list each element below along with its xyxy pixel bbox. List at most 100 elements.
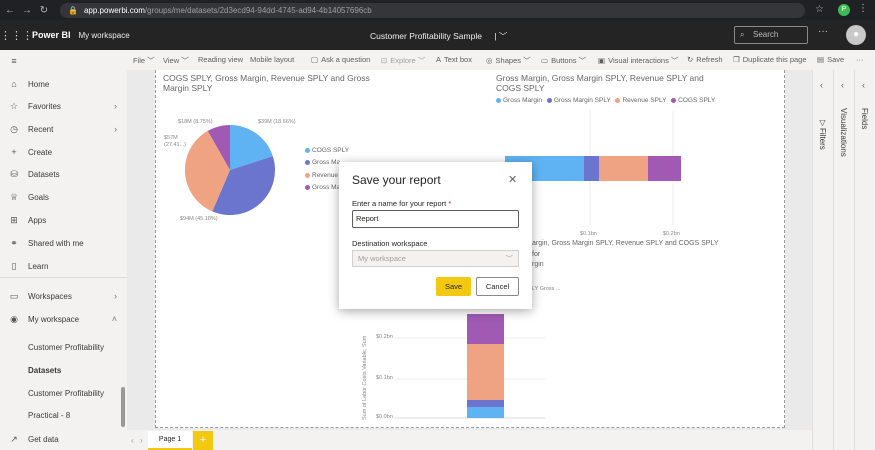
dialog-cancel-button[interactable]: Cancel (476, 277, 519, 296)
bar-x-tick: $0.2bn (663, 231, 680, 237)
nav-item-shared[interactable]: ⚭ Shared with me (0, 234, 127, 252)
pie-legend-item[interactable]: Gross Ma... (305, 184, 346, 191)
header-more-icon[interactable]: ··· (818, 26, 828, 37)
bar-segment-revenue-sply[interactable] (599, 156, 648, 181)
user-icon: ◉ (10, 313, 18, 324)
nav-collapse[interactable]: ≡ (0, 52, 127, 70)
report-title[interactable]: Customer Profitability Sample | ﹀ (370, 30, 507, 42)
bar-chart[interactable] (505, 110, 725, 230)
report-name-input[interactable]: Report (352, 210, 519, 228)
user-avatar[interactable]: ● (846, 25, 866, 45)
nav-item-recent[interactable]: ◷ Recent › (0, 120, 127, 138)
close-icon[interactable]: ✕ (508, 174, 518, 186)
nav-scrollbar[interactable] (121, 387, 125, 427)
reload-icon[interactable]: ↻ (39, 4, 49, 16)
nav-label: Workspaces (28, 291, 72, 301)
nav-item-learn[interactable]: ▯ Learn (0, 257, 127, 275)
header-workspace[interactable]: My workspace (78, 30, 130, 40)
share-icon: ⚭ (10, 237, 18, 248)
legend-label[interactable]: COGS SPLY (678, 97, 716, 104)
explore-menu[interactable]: ⊡ Explore ﹀ (381, 56, 426, 65)
brand-name[interactable]: Power BI (32, 30, 71, 40)
mobile-layout-button[interactable]: Mobile layout (250, 55, 295, 64)
legend-label[interactable]: Gross Margin SPLY (553, 97, 611, 104)
url-path: /groups/me/datasets/2d3ecd94-94dd-4745-a… (144, 6, 372, 15)
buttons-menu[interactable]: ▭ Buttons ﹀ (541, 56, 587, 65)
nav-sub-item[interactable]: Customer Profitability (28, 343, 105, 352)
chevron-right-icon: › (114, 124, 117, 134)
column-segment-gross-margin[interactable] (467, 407, 504, 418)
toolbar-more-icon[interactable]: ··· (856, 55, 864, 64)
back-icon[interactable]: ← (5, 4, 15, 16)
view-menu[interactable]: View ﹀ (163, 56, 189, 65)
nav-sub-item-active[interactable]: Datasets (28, 366, 62, 375)
app-launcher-icon[interactable]: ⋮⋮⋮ (0, 29, 33, 42)
search-box[interactable]: ⌕ Search (734, 26, 808, 44)
pie-slice-revenue-sply[interactable] (185, 130, 230, 212)
nav-item-my-workspace[interactable]: ◉ My workspace ˄ (0, 310, 127, 328)
chevron-up-icon: ˄ (111, 314, 117, 324)
pie-legend-item[interactable]: Gross Ma... (305, 159, 346, 166)
nav-sub-item[interactable]: Practical - 8 (28, 411, 71, 420)
hamburger-icon[interactable]: ≡ (11, 56, 17, 66)
next-page-icon[interactable]: › (140, 436, 143, 445)
required-mark: * (448, 199, 452, 208)
pie-legend-item[interactable]: Revenue ... (305, 172, 345, 179)
legend-label[interactable]: Revenue SPLY (622, 97, 667, 104)
nav-item-workspaces[interactable]: ▭ Workspaces › (0, 287, 127, 305)
profile-avatar[interactable]: P (838, 4, 850, 16)
nav-item-create[interactable]: + Create (0, 143, 127, 161)
column-segment-revenue-sply[interactable] (467, 344, 504, 400)
visual-interactions-menu[interactable]: ▣ Visual interactions ﹀ (598, 56, 679, 65)
refresh-button[interactable]: ↻ Refresh (687, 55, 723, 64)
bar-segment-gross-margin-sply[interactable] (584, 156, 599, 181)
shapes-label: Shapes (495, 56, 521, 65)
page-tab[interactable]: Page 1 (148, 431, 192, 450)
chevron-left-icon[interactable]: ‹ (862, 80, 865, 90)
chevron-left-icon[interactable]: ‹ (820, 80, 823, 90)
nav-item-goals[interactable]: ♕ Goals (0, 188, 127, 206)
destination-workspace-select[interactable]: My workspace ﹀ (352, 250, 519, 267)
column-segment-cogs-sply[interactable] (467, 314, 504, 344)
prev-page-icon[interactable]: ‹ (131, 436, 134, 445)
forward-icon[interactable]: → (22, 4, 32, 16)
star-icon: ☆ (9, 100, 19, 111)
nav-label: My workspace (28, 314, 80, 324)
pie-legend-item[interactable]: COGS SPLY (305, 147, 349, 154)
pie-slice-gross-margin-sply[interactable] (207, 124, 230, 170)
chevron-left-icon[interactable]: ‹ (841, 80, 844, 90)
nav-item-datasets[interactable]: ⛁ Datasets (0, 165, 127, 183)
pie-slice-gross-margin[interactable] (212, 156, 276, 216)
column-segment-gross-margin-sply[interactable] (467, 400, 504, 407)
fields-pane[interactable]: ‹ Fields (854, 70, 874, 450)
duplicate-page-button[interactable]: ❐ Duplicate this page (733, 55, 807, 64)
ask-question-button[interactable]: ▢ Ask a question (311, 55, 370, 64)
nav-item-get-data[interactable]: ↗ Get data (0, 430, 127, 448)
nav-item-apps[interactable]: ⊞ Apps (0, 211, 127, 229)
text-box-button[interactable]: A Text box (436, 55, 472, 64)
pie-slice-cogs-sply[interactable] (230, 125, 273, 170)
bar-segment-cogs-sply[interactable] (648, 156, 681, 181)
column-chart-title[interactable]: argin, Gross Margin SPLY, Revenue SPLY a… (532, 240, 719, 247)
reading-view-button[interactable]: Reading view (198, 55, 244, 64)
pie-chart[interactable] (185, 120, 285, 220)
dialog-save-button[interactable]: Save (436, 277, 471, 296)
add-page-button[interactable]: + (193, 431, 213, 450)
save-button[interactable]: ▤ Save (817, 55, 844, 64)
shapes-menu[interactable]: ◎ Shapes ﹀ (486, 56, 531, 65)
file-menu[interactable]: File ﹀ (133, 56, 155, 65)
pie-chart-title[interactable]: COGS SPLY, Gross Margin, Revenue SPLY an… (163, 73, 370, 93)
column-chart[interactable] (395, 300, 545, 422)
legend-label[interactable]: Gross Margin (503, 97, 543, 104)
filters-pane[interactable]: ‹ ▽ Filters (812, 70, 832, 450)
bookmark-star-icon[interactable]: ☆ (815, 4, 824, 15)
visualizations-pane[interactable]: ‹ Visualizations (833, 70, 853, 450)
nav-item-favorites[interactable]: ☆ Favorites › (0, 97, 127, 115)
address-bar[interactable]: 🔒 app.powerbi.com/groups/me/datasets/2d3… (60, 3, 805, 18)
bar-chart-title[interactable]: Gross Margin, Gross Margin SPLY, Revenue… (496, 73, 704, 93)
nav-item-home[interactable]: ⌂ Home (0, 75, 127, 93)
browser-menu-icon[interactable]: ⋮ (858, 3, 868, 14)
vi-label: Visual interactions (608, 56, 669, 65)
nav-sub-item[interactable]: Customer Profitability (28, 389, 105, 398)
bar-legend: Gross Margin Gross Margin SPLY Revenue S… (496, 97, 715, 104)
